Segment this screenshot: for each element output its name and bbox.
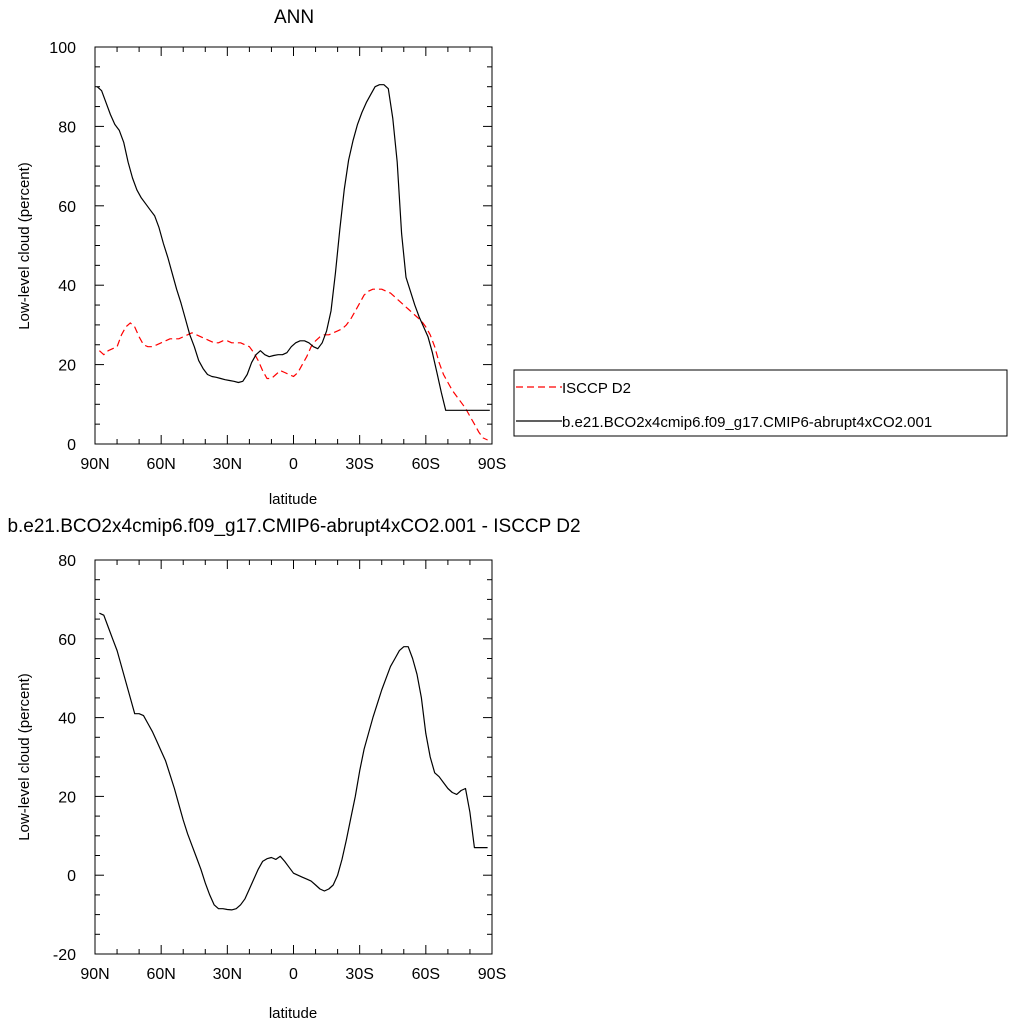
plot-frame-bottom <box>94 559 493 955</box>
series-lines-top <box>96 84 490 441</box>
series-line-bottom-0 <box>99 612 488 911</box>
plot-frame-top <box>94 46 493 445</box>
y-tick-label: -20 <box>53 947 76 964</box>
y-axis-label-top: Low-level cloud (percent) <box>16 162 33 330</box>
legend-label-model: b.e21.BCO2x4cmip6.f09_g17.CMIP6-abrupt4x… <box>562 414 932 431</box>
series-line-top-1 <box>96 84 490 411</box>
x-tick-label: 90N <box>80 456 109 473</box>
x-tick-label: 60N <box>146 966 175 983</box>
x-tick-label: 30S <box>345 456 373 473</box>
y-tick-label: 100 <box>49 40 76 57</box>
x-tick-label: 0 <box>289 456 298 473</box>
x-tick-label: 60S <box>412 456 440 473</box>
y-tick-label: 60 <box>58 632 76 649</box>
chart-title-bottom: b.e21.BCO2x4cmip6.f09_g17.CMIP6-abrupt4x… <box>7 516 580 537</box>
y-tick-label: 40 <box>58 278 76 295</box>
y-tick-label: 80 <box>58 553 76 570</box>
legend: ISCCP D2 b.e21.BCO2x4cmip6.f09_g17.CMIP6… <box>513 369 1008 437</box>
x-axis-label-top: latitude <box>269 491 317 508</box>
series-line-top-0 <box>98 288 488 441</box>
x-tick-label: 30N <box>213 456 242 473</box>
y-tick-label: 60 <box>58 199 76 216</box>
x-tick-label: 30S <box>345 966 373 983</box>
x-tick-label: 90N <box>80 966 109 983</box>
y-tick-label: 20 <box>58 358 76 375</box>
y-tick-label: 0 <box>67 868 76 885</box>
y-tick-label: 40 <box>58 711 76 728</box>
x-tick-label: 60S <box>412 966 440 983</box>
x-tick-label: 0 <box>289 966 298 983</box>
y-tick-label: 80 <box>58 119 76 136</box>
axis-ticks-top: 90N 60N 30N 0 30S 60S 90S 0 20 40 60 80 100 <box>49 40 506 473</box>
top-chart: ANN latitude Low-level cloud (percent) 9… <box>16 7 1008 508</box>
x-axis-label-bottom: latitude <box>269 1005 317 1022</box>
x-tick-label: 30N <box>213 966 242 983</box>
x-tick-label: 90S <box>478 456 506 473</box>
axis-ticks-bottom: 90N 60N 30N 0 30S 60S 90S -20 0 20 40 60 80 <box>53 553 506 983</box>
legend-label-isccp: ISCCP D2 <box>562 380 631 397</box>
x-tick-label: 60N <box>146 456 175 473</box>
bottom-chart: b.e21.BCO2x4cmip6.f09_g17.CMIP6-abrupt4x… <box>7 516 580 1022</box>
chart-title-top: ANN <box>274 7 314 28</box>
x-tick-label: 90S <box>478 966 506 983</box>
y-tick-label: 20 <box>58 789 76 806</box>
y-tick-label: 0 <box>67 437 76 454</box>
y-axis-label-bottom: Low-level cloud (percent) <box>16 673 33 841</box>
legend-box <box>513 369 1008 437</box>
series-lines-bottom <box>99 612 488 911</box>
